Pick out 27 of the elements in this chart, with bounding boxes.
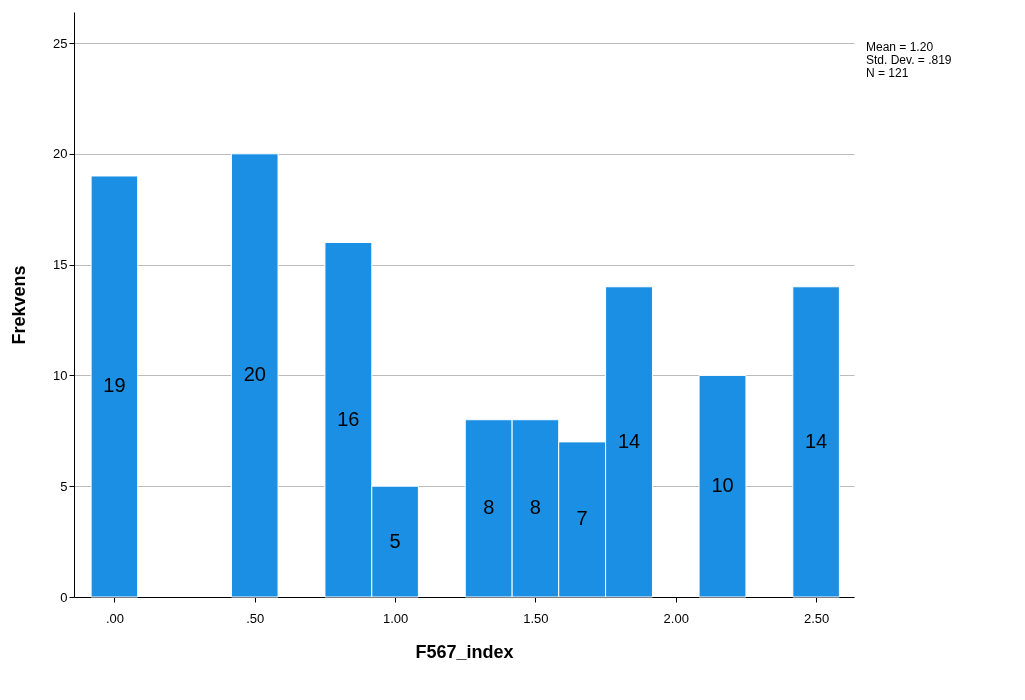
y-tick-label: 25: [53, 35, 68, 51]
text: Mean = 1.20: [866, 40, 934, 54]
data-label: 14: [617, 429, 641, 452]
text: N = 121: [866, 66, 909, 80]
data-label: 16: [337, 407, 360, 430]
y-tick-label: 10: [53, 367, 68, 383]
data-label: 8: [483, 496, 495, 519]
x-tick-label: 2.00: [663, 610, 689, 626]
x-tick-label: 2.50: [803, 610, 830, 626]
data-label: 20: [243, 363, 266, 386]
data-label: 5: [389, 529, 401, 552]
data-label: 7: [576, 507, 588, 530]
x-tick-label: .00: [105, 610, 124, 626]
x-axis-title: F567_index: [415, 641, 514, 662]
y-axis-title: Frekvens: [9, 265, 30, 345]
x-tick-label: 1.50: [523, 610, 549, 626]
x-tick-label: 1.00: [382, 610, 409, 626]
data-label: 10: [711, 474, 734, 497]
y-tick-label: 20: [53, 146, 68, 162]
y-tick-label: 0: [60, 589, 68, 605]
y-tick-label: 5: [60, 478, 68, 494]
y-tick-label: 15: [53, 257, 68, 273]
data-label: 19: [103, 374, 126, 397]
text: Std. Dev. = .819: [866, 53, 952, 67]
data-label: 8: [529, 496, 541, 519]
x-tick-label: .50: [246, 610, 265, 626]
data-label: 14: [804, 429, 828, 452]
